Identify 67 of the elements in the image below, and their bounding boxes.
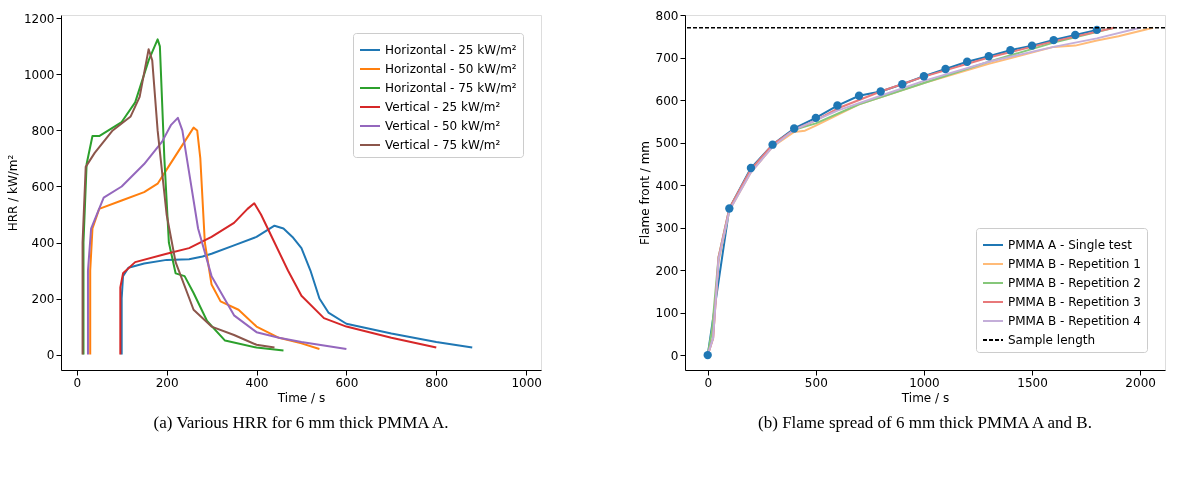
point bbox=[833, 101, 842, 110]
legend-label: Horizontal - 50 kW/m² bbox=[385, 62, 517, 76]
line-series bbox=[119, 202, 438, 356]
x-axis-title: Time / s bbox=[276, 390, 326, 405]
legend-label: Vertical - 50 kW/m² bbox=[385, 119, 501, 133]
point bbox=[790, 124, 799, 133]
legend-label: Horizontal - 75 kW/m² bbox=[385, 81, 517, 95]
point bbox=[703, 350, 712, 360]
point bbox=[1006, 46, 1015, 55]
point bbox=[746, 163, 756, 173]
y-tick-label: 500 bbox=[655, 136, 679, 151]
y-tick-label: 100 bbox=[655, 306, 679, 321]
y-tick-label: 0 bbox=[670, 348, 679, 363]
line-series bbox=[120, 224, 474, 356]
y-tick-label: 400 bbox=[31, 236, 55, 251]
point bbox=[1071, 30, 1080, 40]
x-tick-label: 600 bbox=[335, 375, 359, 390]
x-tick-label: 800 bbox=[425, 375, 449, 390]
text: (a) Various HRR for 6 mm thick PMMA A. bbox=[153, 413, 449, 432]
x-tick-label: 1500 bbox=[1017, 375, 1048, 390]
legend-label: PMMA B - Repetition 1 bbox=[1008, 257, 1141, 271]
y-axis-title: Flame front / mm bbox=[637, 140, 652, 246]
point bbox=[811, 113, 820, 123]
y-tick-label: 0 bbox=[46, 348, 55, 363]
point bbox=[1049, 35, 1058, 45]
legend-label: PMMA A - Single test bbox=[1008, 238, 1133, 252]
point bbox=[941, 64, 950, 74]
legend-label: Vertical - 25 kW/m² bbox=[385, 100, 501, 114]
point bbox=[768, 140, 777, 149]
legend-label: Horizontal - 25 kW/m² bbox=[385, 43, 517, 57]
point bbox=[962, 57, 972, 66]
y-tick-label: 700 bbox=[655, 51, 679, 66]
legend-label: Sample length bbox=[1008, 333, 1096, 347]
y-tick-label: 800 bbox=[655, 8, 679, 23]
y-tick-label: 300 bbox=[655, 221, 679, 236]
x-tick-label: 1000 bbox=[511, 375, 542, 390]
y-tick-label: 800 bbox=[31, 123, 55, 138]
x-tick-label: 0 bbox=[73, 375, 82, 390]
point bbox=[898, 80, 907, 89]
line-series bbox=[86, 116, 348, 356]
point bbox=[876, 87, 885, 96]
x-tick-label: 500 bbox=[804, 375, 828, 390]
point bbox=[854, 91, 864, 100]
x-tick-label: 400 bbox=[245, 375, 269, 390]
x-tick-label: 2000 bbox=[1125, 375, 1156, 390]
x-tick-label: 0 bbox=[704, 375, 713, 390]
x-tick-label: 200 bbox=[155, 375, 179, 390]
point bbox=[1027, 41, 1037, 50]
point bbox=[984, 52, 993, 61]
legend-label: PMMA B - Repetition 2 bbox=[1008, 276, 1141, 290]
x-tick-label: 1000 bbox=[909, 375, 940, 390]
y-tick-label: 200 bbox=[655, 263, 679, 278]
legend-label: PMMA B - Repetition 3 bbox=[1008, 295, 1141, 309]
legend-label: PMMA B - Repetition 4 bbox=[1008, 314, 1141, 328]
y-tick-label: 200 bbox=[31, 292, 55, 307]
y-tick-label: 400 bbox=[655, 178, 679, 193]
y-tick-label: 600 bbox=[655, 93, 679, 108]
x-axis-title: Time / s bbox=[900, 390, 950, 405]
y-tick-label: 1200 bbox=[23, 11, 55, 26]
point bbox=[919, 72, 929, 81]
y-axis-title: HRR / kW/m² bbox=[5, 154, 20, 232]
y-tick-label: 600 bbox=[31, 179, 55, 194]
line-series bbox=[89, 126, 321, 356]
text: (b) Flame spread of 6 mm thick PMMA A and B. bbox=[758, 413, 1092, 432]
y-tick-label: 1000 bbox=[23, 67, 55, 82]
point bbox=[725, 204, 734, 213]
legend-label: Vertical - 75 kW/m² bbox=[385, 138, 501, 152]
